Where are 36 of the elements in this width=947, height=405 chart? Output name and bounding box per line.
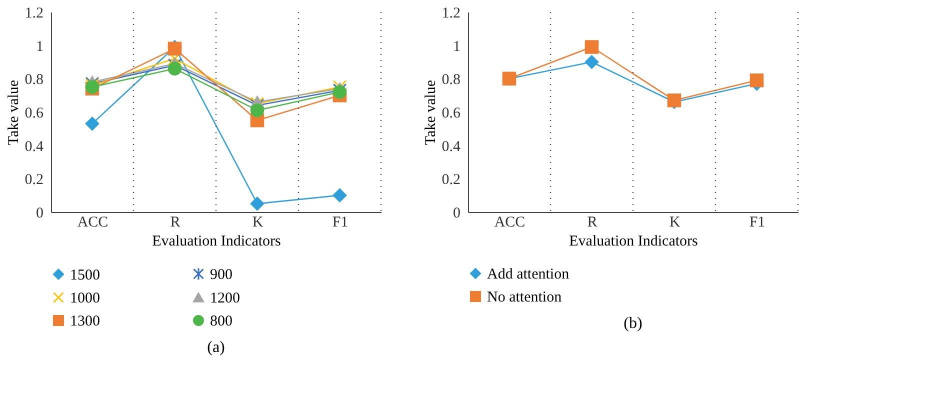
legend-label: Add attention (487, 266, 570, 282)
text: (a) (207, 339, 225, 356)
x-axis-title: Evaluation Indicators (152, 234, 282, 250)
x-tick-label: K (669, 214, 680, 230)
legend-label: 1500 (70, 267, 100, 284)
x-tick-label: F1 (749, 214, 766, 230)
x-tick-label: F1 (332, 214, 348, 230)
legend-label: 1200 (210, 290, 240, 306)
y-tick-label: 0 (453, 206, 460, 222)
legend-label: 900 (210, 266, 232, 283)
y-tick-label: 1 (453, 38, 460, 55)
y-axis-title: Take value (6, 80, 22, 146)
y-tick-label: 0.2 (24, 172, 44, 188)
y-tick-label: 1.2 (24, 6, 44, 22)
y-tick-label: 0.8 (24, 72, 44, 88)
y-tick-label: 0.4 (24, 138, 44, 155)
y-tick-label: 1.2 (442, 6, 460, 22)
legend-label: 1300 (70, 314, 100, 330)
y-tick-label: 0.6 (442, 106, 461, 122)
y-tick-label: 0.2 (442, 172, 460, 188)
legend-label: No attention (487, 290, 562, 306)
y-tick-label: 0.4 (442, 138, 461, 155)
text: (b) (624, 315, 642, 332)
legend-label: 1000 (70, 290, 100, 306)
x-tick-label: K (252, 214, 264, 230)
x-tick-label: ACC (77, 214, 108, 230)
x-tick-label: R (170, 214, 180, 230)
y-tick-label: 1 (36, 38, 44, 55)
y-tick-label: 0.6 (24, 106, 44, 122)
legend-label: 800 (210, 314, 232, 330)
y-tick-label: 0.8 (442, 72, 460, 88)
x-tick-label: ACC (494, 214, 526, 230)
y-axis-title: Take value (422, 80, 439, 146)
x-axis-title: Evaluation Indicators (569, 234, 698, 250)
y-tick-label: 0 (36, 206, 44, 222)
x-tick-label: R (587, 214, 598, 230)
